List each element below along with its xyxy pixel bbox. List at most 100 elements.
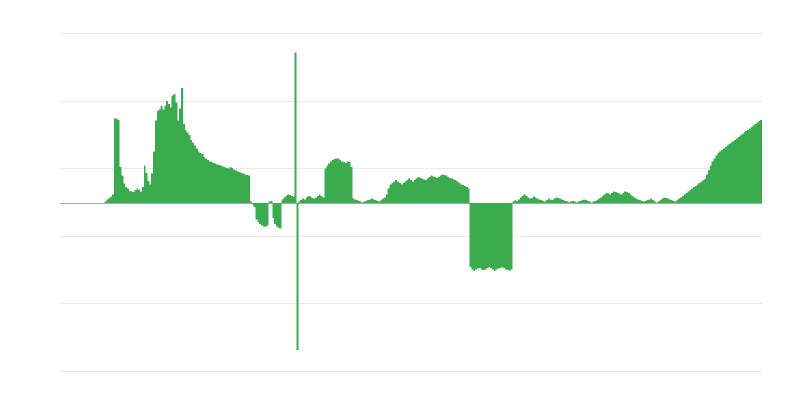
bar	[277, 203, 280, 228]
bar	[627, 192, 630, 203]
bar	[432, 176, 435, 203]
bar	[309, 196, 312, 203]
bar	[410, 180, 412, 203]
bar	[339, 159, 342, 203]
bar	[138, 189, 141, 203]
bar	[376, 200, 379, 203]
bar	[646, 200, 649, 203]
bar	[734, 139, 736, 203]
bar	[462, 185, 465, 203]
bar	[287, 194, 290, 203]
bar	[611, 192, 614, 203]
bar	[104, 201, 107, 203]
bar	[108, 197, 111, 203]
bar	[570, 201, 573, 203]
bar	[691, 188, 694, 203]
bar	[620, 194, 623, 203]
bar	[229, 167, 232, 203]
bar	[430, 175, 433, 203]
bar	[685, 192, 688, 203]
bar	[721, 149, 723, 203]
bar	[413, 180, 416, 203]
bar	[274, 203, 276, 225]
bar	[702, 180, 705, 203]
bar	[739, 135, 742, 203]
bar	[629, 194, 632, 203]
bar	[173, 93, 176, 203]
bar	[344, 162, 347, 203]
bar	[508, 203, 511, 271]
bar	[549, 199, 552, 203]
bar	[257, 203, 260, 222]
bar	[346, 161, 349, 203]
bar	[147, 180, 150, 203]
bar	[492, 203, 494, 270]
bar	[467, 188, 470, 203]
bar	[484, 203, 487, 270]
bar	[737, 136, 740, 203]
bar	[657, 201, 660, 203]
bar	[195, 148, 198, 203]
bar	[514, 200, 517, 203]
bar	[311, 197, 314, 203]
bar	[326, 165, 329, 203]
bar	[121, 175, 124, 203]
bar	[136, 188, 139, 203]
bar	[693, 187, 695, 203]
bar	[454, 180, 457, 203]
bar	[579, 200, 582, 203]
bar	[493, 203, 496, 271]
bar	[212, 162, 215, 203]
bar	[477, 203, 479, 269]
bar	[680, 197, 682, 203]
bar	[290, 195, 293, 203]
bar	[125, 187, 128, 203]
bar	[391, 182, 394, 203]
bar	[199, 152, 202, 203]
bar	[337, 158, 340, 203]
bar	[359, 201, 362, 203]
bar	[573, 201, 576, 203]
bar	[264, 203, 267, 228]
bar	[112, 194, 114, 203]
bar	[525, 195, 528, 203]
bar	[706, 174, 708, 203]
bar	[700, 181, 703, 203]
bar	[609, 194, 612, 203]
bar	[624, 191, 627, 203]
bar	[668, 199, 671, 203]
bar	[369, 199, 371, 203]
bar	[670, 200, 673, 203]
bar	[458, 182, 461, 203]
bar	[722, 148, 725, 203]
bar	[268, 201, 271, 203]
bar	[419, 177, 422, 203]
bar	[190, 139, 193, 203]
gridline-1	[60, 33, 762, 34]
bar	[748, 128, 751, 203]
bar	[305, 197, 308, 203]
bar	[469, 203, 472, 267]
bar	[648, 199, 651, 203]
bar	[357, 200, 360, 203]
bar	[168, 103, 170, 203]
bar	[395, 180, 398, 203]
bar	[335, 158, 338, 203]
bar	[601, 195, 604, 203]
bar	[696, 184, 699, 203]
bar	[635, 198, 638, 203]
bar	[166, 101, 168, 203]
bar	[661, 198, 664, 203]
bar	[590, 202, 593, 203]
bar	[709, 165, 712, 203]
bar	[387, 188, 390, 203]
bar	[411, 181, 414, 203]
bar	[218, 164, 221, 203]
bar	[536, 198, 539, 203]
bar	[262, 203, 265, 227]
bar	[374, 200, 377, 203]
bar	[296, 203, 299, 350]
bar	[544, 201, 546, 203]
bar	[689, 190, 692, 203]
bar	[182, 124, 185, 203]
